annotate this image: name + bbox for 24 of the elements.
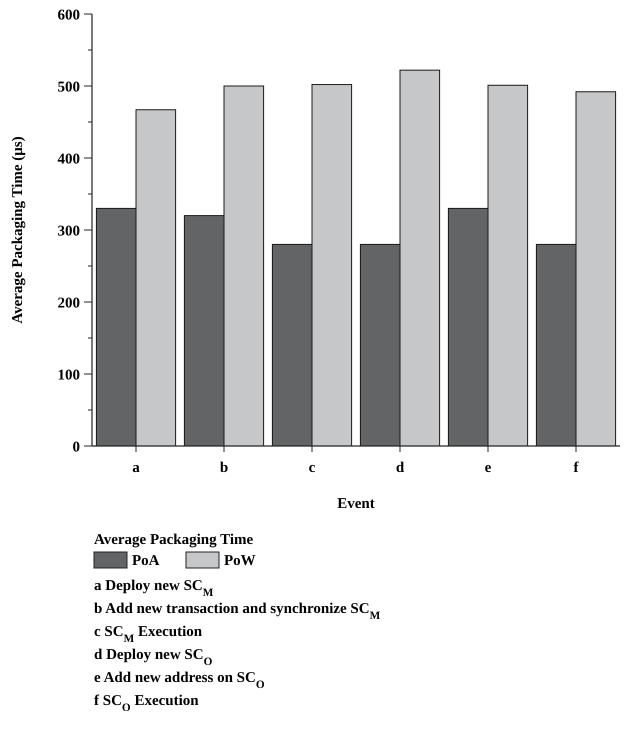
x-tick-label: b [220, 460, 228, 476]
x-tick-label: c [308, 460, 316, 476]
x-tick-label: f [574, 460, 580, 476]
text: d Deploy new SC$_{O}$ [94, 647, 213, 668]
text: f SC$_{O}$ Execution [94, 693, 200, 714]
text: b Add new transaction and synchronize SC$_{M}$ [94, 601, 381, 622]
x-tick-label: e [484, 460, 492, 476]
y-axis-title: Average Packaging Time (μs) [10, 136, 26, 324]
y-tick-label: 500 [58, 79, 80, 96]
y-tick-label: 300 [58, 223, 80, 240]
y-tick-label: 0 [72, 439, 80, 456]
legend-title: Average Packaging Time [94, 532, 254, 548]
x-tick-label: a [132, 460, 140, 476]
x-tick-label: d [396, 460, 405, 476]
y-tick-label: 100 [58, 367, 80, 384]
y-tick-label: 400 [58, 151, 80, 168]
x-axis-title: Event [337, 496, 375, 512]
text: a Deploy new SC$_{M}$ [94, 578, 214, 599]
text: e Add new address on SC$_{O}$ [94, 670, 265, 691]
text: c SC$_{M}$ Execution [94, 624, 203, 645]
y-tick-label: 600 [58, 7, 80, 24]
y-tick-label: 200 [58, 295, 80, 312]
legend-label: PoW [224, 553, 256, 569]
legend-label: PoA [132, 553, 160, 569]
